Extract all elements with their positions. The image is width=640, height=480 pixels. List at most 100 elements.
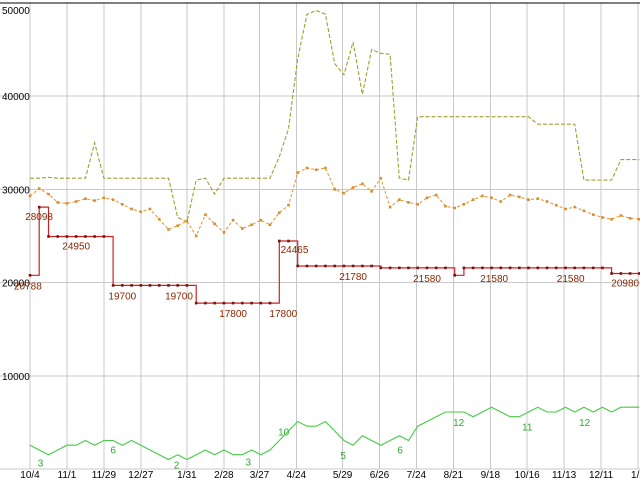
data-point-marker xyxy=(296,171,299,174)
data-point-marker xyxy=(434,266,438,270)
data-point-marker xyxy=(453,206,456,210)
y-axis-tick-label: 40000 xyxy=(2,92,30,103)
data-point-marker xyxy=(398,198,401,201)
data-point-marker xyxy=(102,196,106,200)
data-point-marker xyxy=(554,266,558,270)
x-axis-tick-label: 11/29 xyxy=(92,470,117,480)
data-point-marker xyxy=(148,284,152,287)
data-point-marker xyxy=(74,235,78,238)
value-annotation: 3 xyxy=(246,458,252,469)
value-annotation: 6 xyxy=(397,446,403,457)
data-point-marker xyxy=(610,272,613,275)
data-point-marker xyxy=(111,198,115,201)
data-point-marker xyxy=(573,205,576,209)
series-path-green-line xyxy=(29,406,640,461)
series-path-olive-dashed-line xyxy=(30,9,640,223)
data-point-marker xyxy=(250,223,253,227)
data-point-marker xyxy=(518,195,521,199)
data-point-marker xyxy=(241,301,244,305)
data-point-marker xyxy=(259,301,263,305)
data-point-marker xyxy=(314,264,318,268)
data-point-marker xyxy=(462,203,466,206)
series-olive-dashed-line xyxy=(30,9,640,223)
data-point-marker xyxy=(499,266,503,270)
x-axis-tick-label: 1/31 xyxy=(177,470,197,480)
value-annotation: 19700 xyxy=(108,291,136,302)
data-point-marker xyxy=(28,274,32,277)
data-point-marker xyxy=(185,219,189,223)
data-point-marker xyxy=(481,194,484,198)
data-point-marker xyxy=(370,190,373,193)
data-point-marker xyxy=(305,166,309,170)
data-point-marker xyxy=(416,266,419,270)
data-point-marker xyxy=(619,272,623,275)
data-point-marker xyxy=(139,210,143,214)
value-annotation: 12 xyxy=(453,418,465,429)
x-axis-tick-label: 12/27 xyxy=(128,470,153,480)
data-point-marker xyxy=(259,218,263,222)
data-point-marker xyxy=(545,200,549,203)
value-annotation: 21580 xyxy=(413,274,441,285)
data-point-marker xyxy=(185,284,189,287)
data-point-marker xyxy=(167,228,170,231)
data-point-marker xyxy=(536,197,540,200)
data-point-marker xyxy=(268,301,272,305)
data-point-marker xyxy=(619,214,623,217)
series-red-step-line xyxy=(28,205,640,305)
value-annotation: 21780 xyxy=(339,272,367,283)
value-annotation: 24950 xyxy=(62,242,90,253)
data-point-marker xyxy=(231,301,235,305)
data-point-marker xyxy=(471,266,475,270)
value-annotation: 5 xyxy=(340,451,346,462)
data-point-marker xyxy=(121,284,124,287)
data-point-marker xyxy=(222,231,226,234)
data-point-marker xyxy=(351,264,355,268)
data-point-marker xyxy=(231,218,235,222)
data-point-marker xyxy=(407,266,410,270)
x-axis-tick-label: 7/24 xyxy=(407,470,427,480)
data-point-marker xyxy=(28,194,32,198)
data-point-marker xyxy=(342,264,346,268)
value-annotation: 11 xyxy=(522,423,533,434)
x-axis-tick-label: 11/13 xyxy=(552,470,577,480)
data-point-marker xyxy=(130,284,133,287)
data-point-marker xyxy=(84,197,87,200)
x-axis-tick-label: 3/27 xyxy=(250,470,270,480)
value-annotation: 17800 xyxy=(269,309,297,320)
data-point-marker xyxy=(111,284,115,287)
data-point-marker xyxy=(416,203,419,206)
data-point-marker xyxy=(398,266,401,270)
data-point-marker xyxy=(333,188,336,191)
x-axis-tick-label: 5/29 xyxy=(333,470,353,480)
x-axis-tick-label: 1/8 xyxy=(631,470,640,480)
data-point-marker xyxy=(351,186,355,189)
data-point-marker xyxy=(37,205,41,209)
value-annotation: 19700 xyxy=(165,291,193,302)
data-point-marker xyxy=(388,205,392,209)
data-point-marker xyxy=(582,209,586,213)
data-point-marker xyxy=(518,266,521,270)
data-point-marker xyxy=(194,301,198,305)
data-point-marker xyxy=(213,222,216,226)
data-point-marker xyxy=(278,239,281,243)
data-point-marker xyxy=(471,198,475,201)
data-point-marker xyxy=(490,266,493,270)
data-point-marker xyxy=(490,196,493,200)
data-point-marker xyxy=(536,266,540,270)
x-axis-tick-label: 12/11 xyxy=(589,470,614,480)
value-annotation: 21580 xyxy=(480,274,508,285)
data-point-marker xyxy=(167,284,170,287)
data-point-marker xyxy=(361,264,364,268)
data-point-marker xyxy=(176,284,179,287)
data-point-marker xyxy=(444,204,447,208)
data-point-marker xyxy=(84,235,87,238)
data-point-marker xyxy=(444,266,447,270)
data-point-marker xyxy=(388,266,392,270)
data-point-marker xyxy=(462,266,466,270)
data-point-marker xyxy=(287,203,290,207)
data-point-marker xyxy=(582,266,586,270)
y-axis-tick-label: 10000 xyxy=(2,372,30,383)
data-point-marker xyxy=(508,193,512,197)
data-point-marker xyxy=(601,266,604,270)
